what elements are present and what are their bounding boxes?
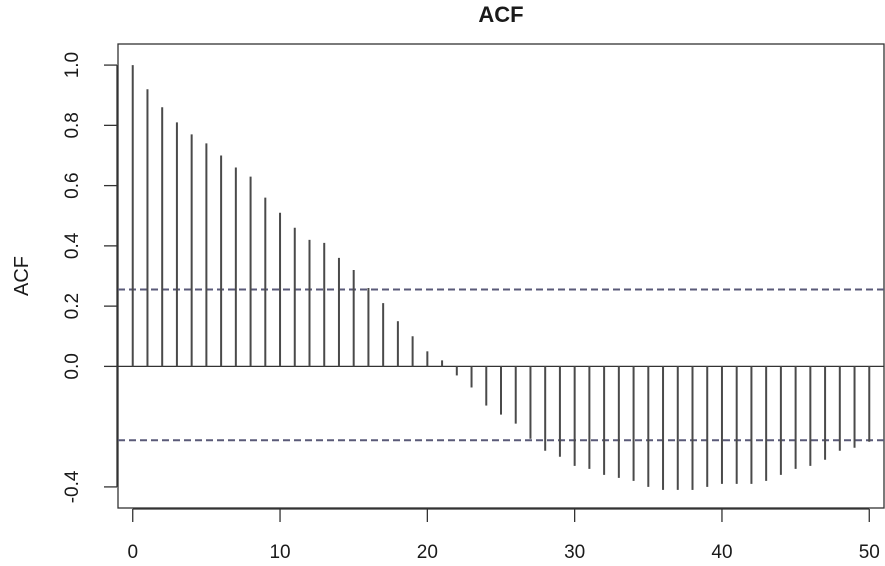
x-tick-label-50: 50 bbox=[859, 542, 880, 563]
x-tick-label-20: 20 bbox=[417, 542, 438, 563]
y-tick-label-6: 1.0 bbox=[62, 52, 83, 78]
y-tick-label-2: 0.2 bbox=[62, 293, 83, 319]
y-tick-label-4: 0.6 bbox=[62, 172, 83, 198]
y-tick-label-5: 0.8 bbox=[62, 112, 83, 138]
x-tick-label-40: 40 bbox=[711, 542, 732, 563]
confidence-bounds bbox=[118, 288, 884, 442]
chart-title: ACF bbox=[478, 2, 523, 27]
y-tick-label-0: -0.4 bbox=[62, 470, 83, 503]
x-axis: 0 10 20 30 40 50 bbox=[127, 508, 880, 563]
y-tick-label-1: 0.0 bbox=[62, 353, 83, 379]
y-axis-label: ACF bbox=[11, 256, 33, 296]
x-tick-label-10: 10 bbox=[269, 542, 290, 563]
x-tick-label-30: 30 bbox=[564, 542, 585, 563]
acf-bars bbox=[131, 65, 871, 490]
plot-frame bbox=[117, 43, 885, 509]
y-tick-label-3: 0.4 bbox=[62, 232, 83, 259]
y-axis: -0.4 0.0 0.2 0.4 0.6 0.8 1.0 bbox=[62, 52, 118, 503]
x-tick-label-0: 0 bbox=[127, 542, 138, 563]
